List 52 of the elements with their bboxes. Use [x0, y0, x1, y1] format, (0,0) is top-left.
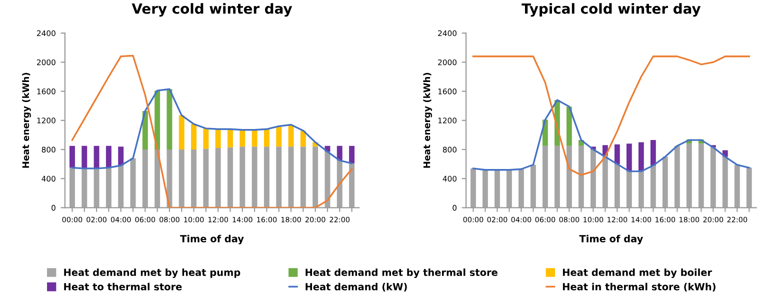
bar [70, 146, 75, 168]
line-series [71, 88, 353, 170]
bar [614, 144, 620, 164]
chart-title: Typical cold winter day [522, 3, 701, 17]
bar [336, 146, 342, 160]
legend-label: Heat in thermal store (kWh) [562, 282, 716, 292]
bar [215, 129, 221, 148]
bar [178, 149, 184, 208]
bar [106, 146, 112, 168]
chart-title: Very cold winter day [132, 3, 292, 17]
bar [240, 146, 246, 208]
bar [215, 148, 221, 208]
bar [82, 146, 88, 168]
bar [118, 146, 124, 166]
bar [252, 146, 258, 208]
bar [650, 140, 656, 166]
bar [264, 146, 270, 208]
bar [300, 146, 306, 208]
bar [142, 110, 148, 150]
bar [566, 106, 572, 146]
bar [264, 129, 270, 147]
bar [166, 89, 172, 150]
bar [276, 126, 282, 147]
bar [252, 130, 258, 147]
legend-label: Heat demand (kW) [306, 282, 407, 292]
bar [94, 146, 100, 168]
legend-label: Heat demand met by heat pump [64, 268, 240, 278]
line-series [71, 54, 353, 208]
bar [626, 144, 632, 172]
line-series [472, 56, 750, 176]
bar [300, 130, 306, 147]
bar [288, 146, 294, 208]
legend-label: Heat to thermal store [64, 282, 182, 290]
x-axis-title: Time of day [579, 234, 643, 244]
legend-label: Heat demand met by thermal store [306, 268, 498, 278]
bar [203, 128, 209, 149]
bar [203, 148, 209, 208]
bar [638, 142, 644, 172]
y-axis-title: Heat energy (kWh) [22, 72, 31, 168]
bar [240, 130, 246, 147]
bar [191, 149, 197, 208]
bar [228, 147, 233, 208]
bar [349, 146, 355, 164]
bar [154, 90, 160, 150]
bar [191, 124, 197, 150]
y-axis-title: Heat energy (kWh) [423, 72, 432, 168]
legend-label: Heat demand met by boiler [562, 268, 712, 278]
bar [228, 129, 233, 148]
x-axis-title: Time of day [180, 234, 244, 244]
bar [276, 146, 282, 208]
bar [178, 115, 184, 150]
line-series [472, 99, 750, 172]
